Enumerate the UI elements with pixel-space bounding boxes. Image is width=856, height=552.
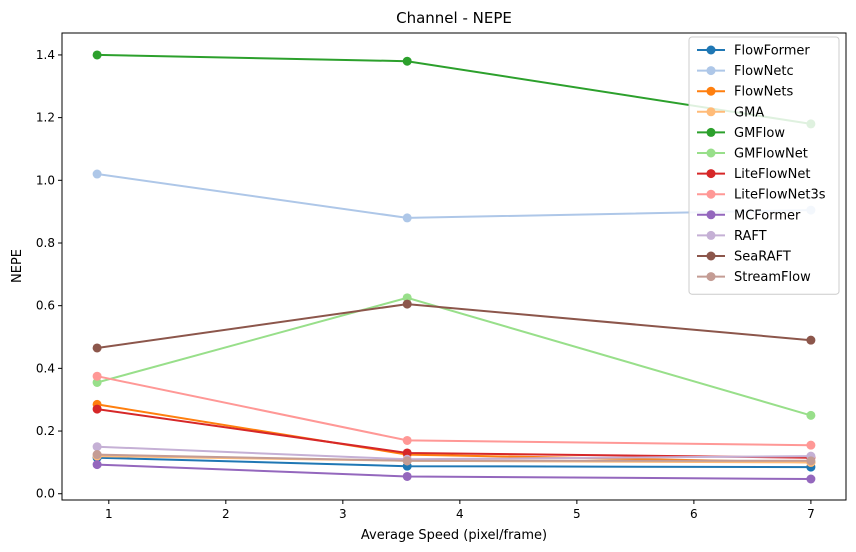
legend-swatch-marker bbox=[706, 66, 716, 76]
legend-box bbox=[688, 36, 840, 295]
y-tick-label: 0.4 bbox=[36, 361, 55, 375]
data-point bbox=[806, 440, 816, 450]
data-point bbox=[402, 448, 412, 458]
y-axis-label: NEPE bbox=[10, 249, 25, 283]
data-point bbox=[92, 450, 102, 460]
legend-swatch-marker bbox=[706, 107, 716, 117]
legend-label: GMFlow bbox=[734, 126, 785, 141]
legend-swatch-marker bbox=[706, 272, 716, 282]
data-point bbox=[806, 474, 816, 484]
legend-label: MCFormer bbox=[734, 208, 801, 223]
data-point bbox=[402, 293, 412, 303]
data-point bbox=[92, 50, 102, 60]
data-point bbox=[806, 410, 816, 420]
x-tick-label: 1 bbox=[105, 507, 113, 521]
data-point bbox=[92, 404, 102, 414]
plot-frame bbox=[61, 32, 847, 501]
legend-label: RAFT bbox=[734, 229, 767, 244]
series-layer bbox=[92, 50, 816, 484]
data-point bbox=[92, 371, 102, 381]
x-axis-ticks: 1 2 3 4 5 6 7 bbox=[105, 500, 815, 521]
data-point bbox=[402, 471, 412, 481]
series-line bbox=[96, 375, 811, 447]
legend-swatch-marker bbox=[706, 210, 716, 220]
legend: FlowFormer FlowNetc FlowNets GMA GMFlow GMFlo… bbox=[688, 36, 840, 295]
legend-label: GMFlowNet bbox=[734, 147, 808, 162]
legend-swatch-marker bbox=[706, 86, 716, 96]
y-axis-ticks: 0.0 0.2 0.4 0.6 0.8 1.0 1.2 1.4 bbox=[36, 48, 62, 501]
y-tick-label: 1.2 bbox=[36, 111, 55, 125]
y-tick-label: 1.4 bbox=[36, 48, 55, 62]
legend-swatch-marker bbox=[706, 169, 716, 179]
y-tick-label: 0.8 bbox=[36, 236, 55, 250]
y-tick-label: 0.6 bbox=[36, 299, 55, 313]
data-point bbox=[92, 460, 102, 470]
data-point bbox=[402, 56, 412, 66]
data-point bbox=[92, 169, 102, 179]
x-tick-label: 6 bbox=[690, 507, 698, 521]
data-point bbox=[92, 343, 102, 353]
data-point bbox=[92, 442, 102, 452]
legend-swatch-marker bbox=[706, 45, 716, 55]
x-tick-label: 3 bbox=[339, 507, 347, 521]
legend-label: StreamFlow bbox=[734, 270, 811, 285]
y-tick-label: 0.0 bbox=[36, 487, 55, 501]
x-tick-label: 5 bbox=[573, 507, 581, 521]
data-point bbox=[806, 456, 816, 466]
data-point bbox=[806, 335, 816, 345]
data-point bbox=[402, 456, 412, 466]
legend-swatch-marker bbox=[706, 127, 716, 137]
x-tick-label: 4 bbox=[456, 507, 464, 521]
data-point bbox=[92, 377, 102, 387]
legend-label: FlowNetc bbox=[734, 64, 794, 79]
y-tick-label: 0.2 bbox=[36, 424, 55, 438]
legend-label: LiteFlowNet3s bbox=[734, 188, 826, 203]
chart-title: Channel - NEPE bbox=[396, 9, 512, 27]
data-point bbox=[402, 435, 412, 445]
x-axis-label: Average Speed (pixel/frame) bbox=[361, 528, 547, 543]
y-tick-label: 1.0 bbox=[36, 173, 55, 187]
data-point bbox=[402, 213, 412, 223]
legend-label: LiteFlowNet bbox=[734, 167, 810, 182]
x-tick-label: 2 bbox=[222, 507, 230, 521]
legend-label: FlowFormer bbox=[734, 44, 810, 59]
legend-swatch-marker bbox=[706, 251, 716, 261]
legend-swatch-marker bbox=[706, 148, 716, 158]
legend-label: GMA bbox=[734, 105, 764, 120]
x-tick-label: 7 bbox=[807, 507, 815, 521]
legend-swatch-marker bbox=[706, 230, 716, 240]
legend-swatch-marker bbox=[706, 189, 716, 199]
data-point bbox=[402, 299, 412, 309]
legend-label: FlowNets bbox=[734, 85, 793, 100]
legend-label: SeaRAFT bbox=[734, 250, 791, 265]
